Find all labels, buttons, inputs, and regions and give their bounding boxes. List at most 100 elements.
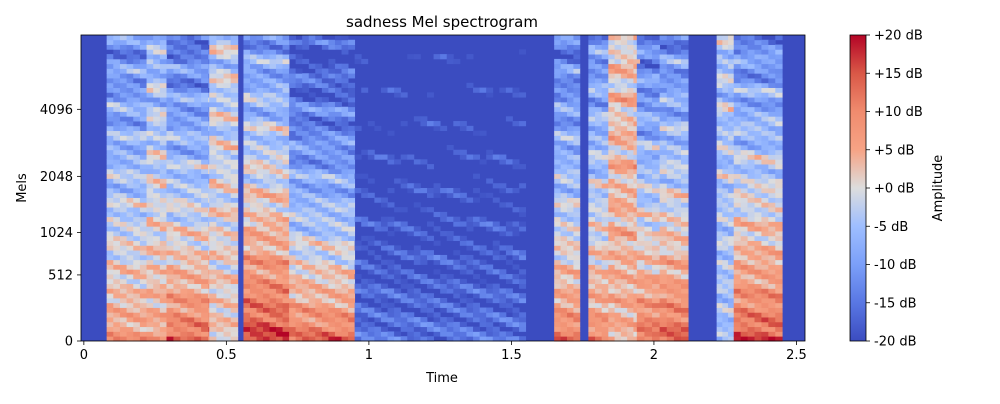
heatmap-cell bbox=[433, 283, 441, 289]
heatmap-cell bbox=[740, 130, 748, 136]
heatmap-cell bbox=[644, 173, 653, 179]
heatmap-cell bbox=[289, 297, 297, 304]
heatmap-cell bbox=[263, 269, 270, 275]
heatmap-cell bbox=[295, 317, 303, 323]
heatmap-cell bbox=[775, 226, 783, 232]
heatmap-cell bbox=[173, 231, 181, 237]
heatmap-cell bbox=[113, 125, 121, 132]
heatmap-cell bbox=[446, 144, 454, 151]
heatmap-cell bbox=[126, 35, 134, 41]
heatmap-cell bbox=[466, 259, 474, 265]
heatmap-cell bbox=[341, 111, 349, 117]
heatmap-cell bbox=[256, 111, 264, 117]
y-tick-label: 0 bbox=[65, 335, 73, 350]
heatmap-cell bbox=[341, 331, 349, 337]
heatmap-cell bbox=[380, 216, 388, 222]
heatmap-cell bbox=[249, 130, 257, 136]
heatmap-cell bbox=[180, 336, 188, 342]
heatmap-cell bbox=[348, 130, 356, 136]
heatmap-cell bbox=[413, 259, 421, 265]
heatmap-cell bbox=[413, 226, 421, 232]
heatmap-cell bbox=[113, 87, 121, 93]
heatmap-cell bbox=[180, 149, 188, 155]
heatmap-cell bbox=[315, 125, 323, 132]
heatmap-cell bbox=[341, 82, 349, 88]
heatmap-cell bbox=[126, 188, 134, 194]
heatmap-cell bbox=[348, 140, 356, 146]
heatmap-cell bbox=[666, 326, 675, 332]
heatmap-cell bbox=[380, 87, 388, 93]
heatmap-cell bbox=[733, 39, 742, 45]
heatmap-cell bbox=[282, 312, 290, 318]
heatmap-cell bbox=[659, 288, 668, 294]
heatmap-cell bbox=[348, 154, 356, 160]
heatmap-cell bbox=[308, 312, 316, 318]
heatmap-cell bbox=[659, 192, 668, 198]
heatmap-cell bbox=[315, 164, 323, 170]
heatmap-cell bbox=[159, 312, 167, 318]
heatmap-cell bbox=[413, 250, 421, 256]
heatmap-cell bbox=[747, 140, 755, 146]
heatmap-cell bbox=[173, 68, 181, 74]
heatmap-cell bbox=[173, 317, 181, 323]
heatmap-cell bbox=[223, 336, 232, 342]
heatmap-cell bbox=[187, 312, 195, 318]
heatmap-cell bbox=[652, 130, 661, 136]
heatmap-cell bbox=[659, 54, 668, 60]
heatmap-cell bbox=[459, 336, 467, 342]
heatmap-cell bbox=[106, 317, 114, 323]
heatmap-cell bbox=[394, 336, 402, 342]
heatmap-cell bbox=[433, 297, 441, 304]
heatmap-cell bbox=[223, 63, 232, 69]
heatmap-cell bbox=[636, 302, 645, 308]
heatmap-cell bbox=[194, 44, 202, 50]
heatmap-cell bbox=[459, 312, 467, 318]
heatmap-cell bbox=[166, 317, 174, 323]
heatmap-cell bbox=[608, 35, 615, 41]
heatmap-cell bbox=[223, 87, 232, 93]
heatmap-cell bbox=[249, 211, 257, 218]
heatmap-cell bbox=[243, 68, 251, 74]
heatmap-cell bbox=[282, 207, 290, 213]
heatmap-cell bbox=[256, 264, 264, 270]
heatmap-cell bbox=[566, 216, 574, 222]
heatmap-cell bbox=[479, 259, 487, 265]
heatmap-cell bbox=[289, 231, 297, 237]
heatmap-cell bbox=[166, 92, 174, 98]
heatmap-cell bbox=[733, 274, 742, 280]
heatmap-cell bbox=[595, 226, 603, 232]
heatmap-cell bbox=[601, 259, 609, 265]
heatmap-cell bbox=[209, 221, 217, 227]
heatmap-cell bbox=[315, 312, 323, 318]
heatmap-cell bbox=[673, 140, 682, 146]
heatmap-cell bbox=[328, 331, 336, 337]
heatmap-cell bbox=[636, 221, 645, 227]
heatmap-cell bbox=[420, 254, 428, 261]
heatmap-cell bbox=[566, 125, 574, 132]
heatmap-cell bbox=[733, 283, 742, 289]
heatmap-cell bbox=[560, 207, 568, 213]
heatmap-cell bbox=[627, 274, 634, 280]
heatmap-cell bbox=[334, 293, 342, 299]
heatmap-cell bbox=[627, 278, 634, 285]
heatmap-cell bbox=[733, 207, 742, 213]
heatmap-cell bbox=[249, 73, 257, 79]
heatmap-cell bbox=[413, 297, 421, 304]
heatmap-cell bbox=[256, 97, 264, 103]
heatmap-cell bbox=[716, 159, 723, 165]
heatmap-cell bbox=[740, 240, 748, 246]
heatmap-cell bbox=[243, 250, 251, 256]
heatmap-cell bbox=[512, 164, 520, 170]
heatmap-cell bbox=[566, 188, 574, 194]
heatmap-cell bbox=[400, 92, 408, 98]
heatmap-cell bbox=[126, 130, 134, 136]
heatmap-cell bbox=[636, 135, 645, 141]
heatmap-cell bbox=[153, 44, 161, 50]
heatmap-cell bbox=[295, 135, 303, 141]
heatmap-cell bbox=[747, 312, 755, 318]
heatmap-cell bbox=[223, 216, 232, 222]
heatmap-cell bbox=[139, 216, 147, 222]
heatmap-cell bbox=[223, 274, 232, 280]
heatmap-cell bbox=[608, 240, 615, 246]
heatmap-cell bbox=[588, 58, 596, 65]
